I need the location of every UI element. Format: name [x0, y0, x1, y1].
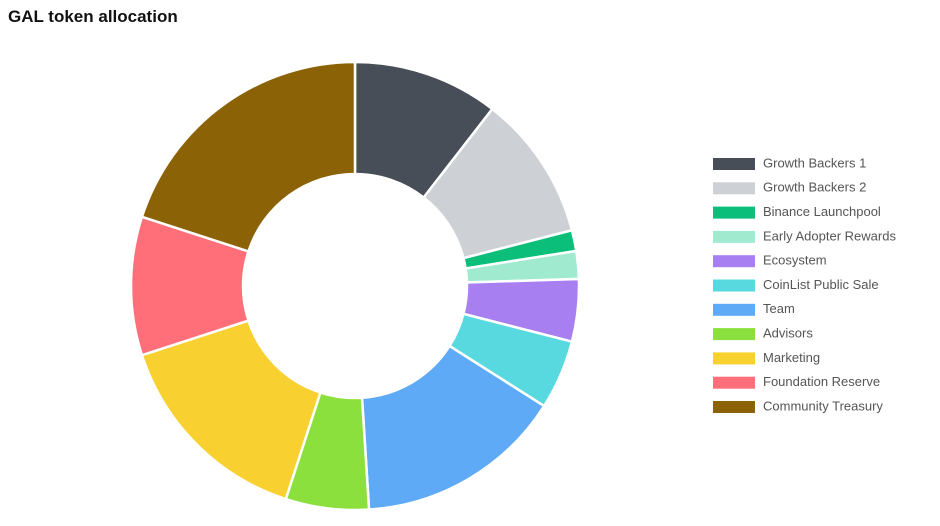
slice: [140, 319, 322, 501]
legend-swatch: [713, 352, 755, 365]
legend-swatch: [713, 376, 755, 389]
legend-swatch: [713, 182, 755, 195]
legend-label: CoinList Public Sale: [763, 277, 879, 292]
legend-swatch: [713, 230, 755, 243]
legend-label: Foundation Reserve: [763, 374, 880, 389]
legend-label: Marketing: [763, 350, 820, 365]
slice: [360, 344, 546, 511]
legend-label: Binance Launchpool: [763, 204, 881, 219]
legend-swatch: [713, 303, 755, 316]
legend-swatch: [713, 279, 755, 292]
legend-swatch: [713, 401, 755, 413]
legend-label: Growth Backers 2: [763, 180, 866, 195]
chart-title: GAL token allocation: [8, 7, 178, 26]
legend-swatch: [713, 255, 755, 268]
legend-label: Early Adopter Rewards: [763, 228, 896, 243]
legend-label: Team: [763, 301, 795, 316]
legend-label: Advisors: [763, 326, 813, 341]
legend-swatch: [713, 206, 755, 219]
slice: [140, 60, 357, 253]
legend-label: Community Treasury: [763, 398, 883, 413]
legend-label: Growth Backers 1: [763, 155, 866, 170]
legend-swatch: [713, 328, 755, 341]
legend-label: Ecosystem: [763, 253, 827, 268]
legend-swatch: [713, 158, 755, 170]
